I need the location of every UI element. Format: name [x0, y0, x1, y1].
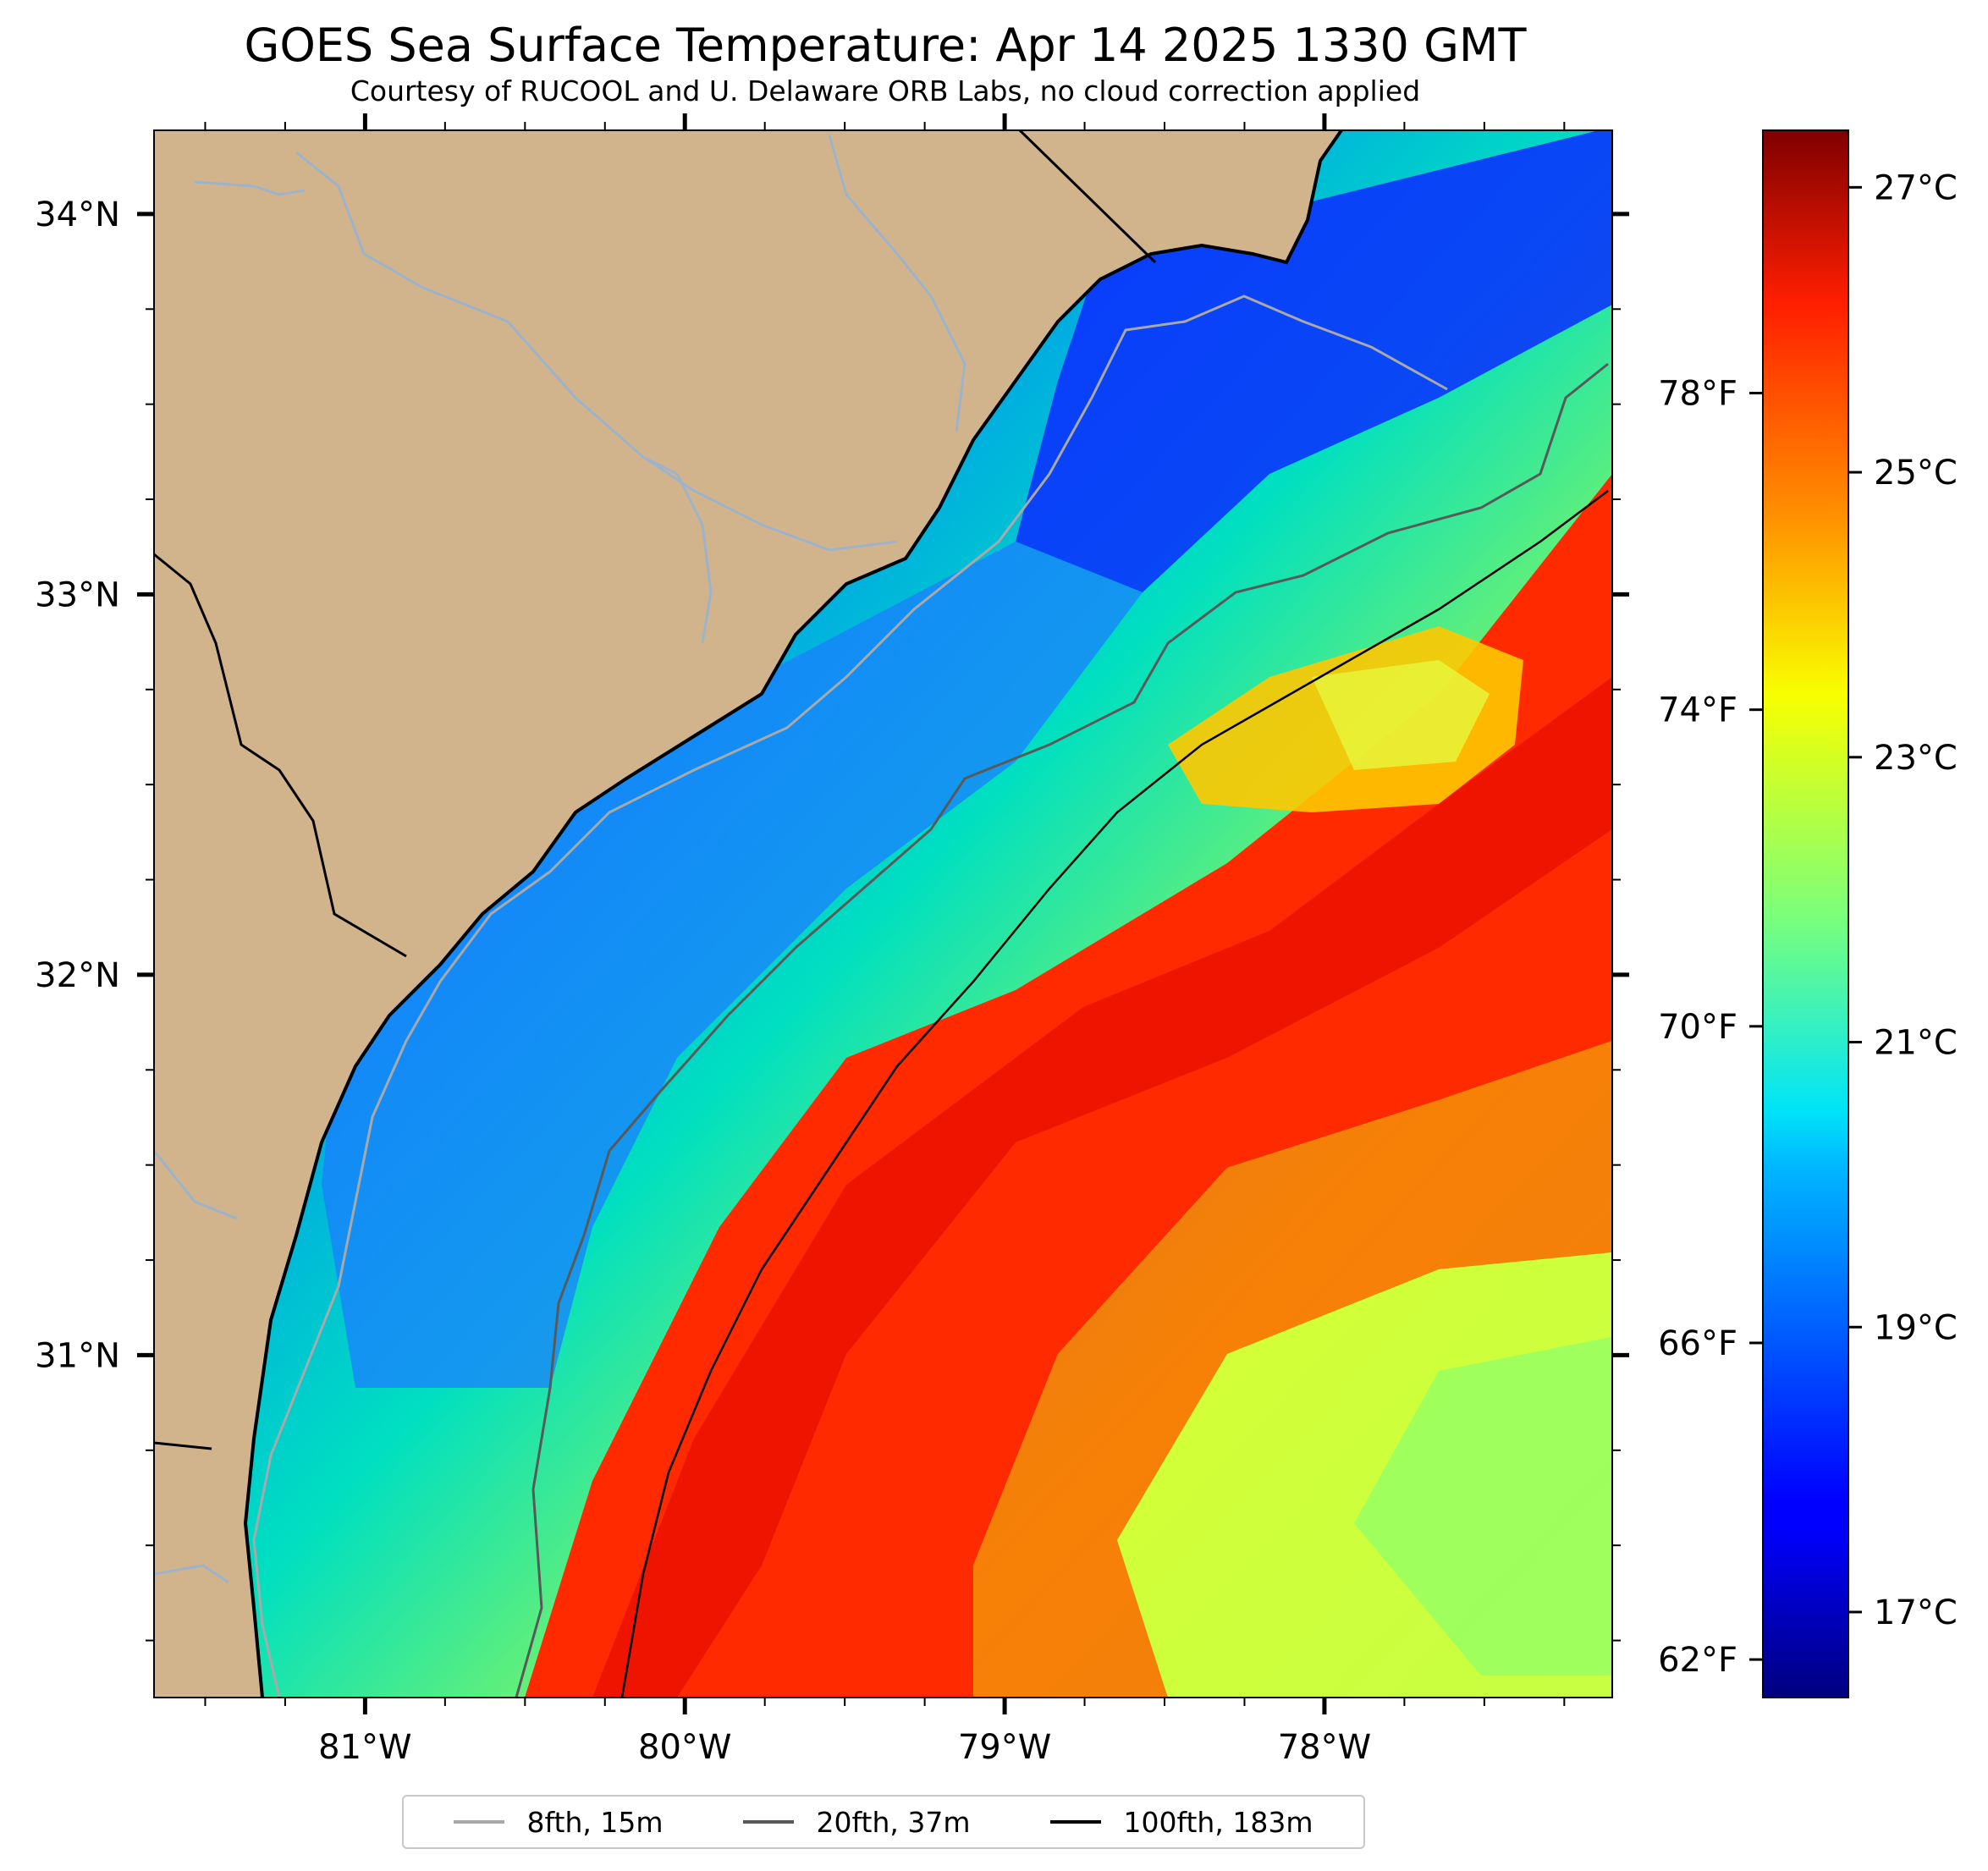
offshore-green-water [1354, 1337, 1612, 1676]
celsius-tick-label: 19°C [1874, 1308, 1958, 1347]
colorbar-ticks: 17°C 19°C 21°C 23°C 25°C 27°C 62°F 66°F 70°F 74°F… [1658, 168, 1958, 1680]
legend-item-8fth: 8fth, 15m [454, 1805, 664, 1839]
state-border-sc-ga [154, 553, 407, 958]
lat-tick-label: 34°N [35, 195, 120, 234]
celsius-tick-label: 21°C [1874, 1024, 1958, 1063]
river-2 [295, 151, 678, 476]
lon-tick-label: 81°W [318, 1728, 411, 1767]
colorbar-gradient [1762, 129, 1849, 1698]
isobath-100fth [620, 490, 1609, 1698]
legend-label-20fth: 20fth, 37m [816, 1805, 971, 1839]
lat-tick-label: 31°N [35, 1336, 120, 1375]
state-border-nc-sc [1018, 130, 1157, 264]
lat-tick-label: 32°N [35, 956, 120, 995]
map-graticule-ticks: 81°W 80°W 79°W 78°W 34°N 33°N 32°N 31°N [35, 113, 1629, 1767]
lon-tick-label: 78°W [1278, 1728, 1371, 1767]
map-canvas [154, 130, 1612, 1698]
fahrenheit-tick-label: 74°F [1658, 691, 1737, 730]
river-4 [828, 135, 966, 432]
land-mass [154, 130, 1341, 1698]
state-border-ga-fl [154, 1441, 212, 1450]
isobath-20fth [515, 362, 1609, 1698]
fahrenheit-tick-label: 66°F [1658, 1324, 1737, 1363]
map-frame [153, 129, 1613, 1698]
shelf-blue-water [322, 542, 1143, 1388]
isobath-legend: 8fth, 15m 20fth, 37m 100fth, 183m [402, 1795, 1365, 1849]
figure-subtitle: Courtesy of RUCOOL and U. Delaware ORB L… [350, 74, 1421, 107]
isobath-8fth [252, 294, 1448, 1698]
legend-item-20fth: 20fth, 37m [743, 1806, 970, 1839]
lat-tick-label: 33°N [35, 575, 120, 614]
river-1 [194, 180, 306, 196]
eddy-center [1312, 660, 1490, 770]
legend-swatch-8fth [454, 1820, 505, 1824]
rivers [154, 135, 966, 1584]
fahrenheit-tick-label: 62°F [1658, 1641, 1737, 1680]
river-3 [642, 455, 898, 552]
legend-swatch-20fth [743, 1820, 795, 1824]
river-5 [675, 473, 713, 644]
legend-label-100fth: 100fth, 183m [1123, 1805, 1313, 1839]
celsius-tick-label: 17°C [1874, 1593, 1958, 1632]
fahrenheit-tick-label: 70°F [1658, 1008, 1737, 1047]
gulf-stream-inner-core [592, 677, 1612, 1698]
lon-tick-label: 80°W [638, 1728, 731, 1767]
celsius-tick-label: 25°C [1874, 454, 1958, 493]
celsius-tick-label: 27°C [1874, 168, 1958, 207]
lon-tick-label: 79°W [958, 1728, 1051, 1767]
legend-item-100fth: 100fth, 183m [1050, 1806, 1313, 1839]
celsius-tick-label: 23°C [1874, 739, 1958, 778]
legend-label-8fth: 8fth, 15m [526, 1805, 664, 1839]
fahrenheit-tick-label: 78°F [1658, 375, 1737, 414]
legend-swatch-100fth [1050, 1820, 1102, 1824]
river-7 [154, 1564, 229, 1584]
figure-title: GOES Sea Surface Temperature: Apr 14 202… [244, 19, 1527, 72]
gulf-stream-warm-edge [973, 1041, 1612, 1698]
river-6 [154, 1150, 238, 1220]
coastline [243, 130, 1343, 1698]
